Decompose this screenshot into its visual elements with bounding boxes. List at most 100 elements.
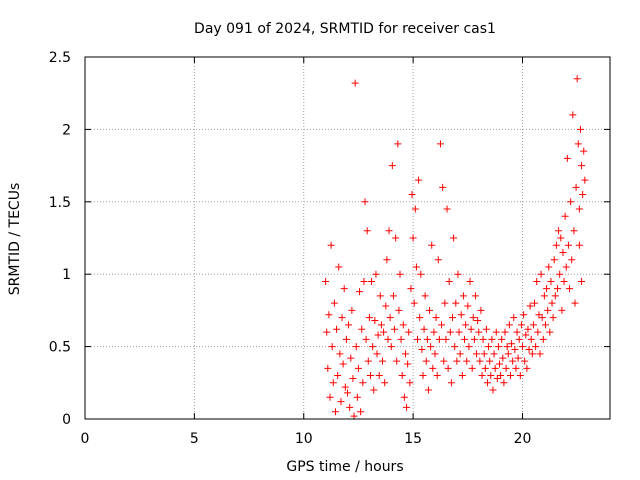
data-point — [408, 191, 416, 199]
data-point — [558, 306, 566, 314]
data-point — [477, 306, 485, 314]
data-point — [381, 379, 389, 387]
data-point — [574, 140, 582, 148]
data-point — [522, 331, 530, 339]
data-point — [323, 328, 331, 336]
data-point — [383, 256, 391, 264]
data-point — [557, 234, 565, 242]
data-point — [376, 292, 384, 300]
data-point — [494, 343, 502, 351]
data-point — [499, 354, 507, 362]
data-point — [405, 328, 413, 336]
data-point — [476, 357, 484, 365]
data-point — [417, 270, 425, 278]
x-tick-label: 15 — [404, 431, 422, 447]
data-point — [497, 372, 505, 380]
data-point — [479, 335, 487, 343]
data-point — [541, 321, 549, 329]
data-point — [578, 162, 586, 170]
data-point — [442, 335, 450, 343]
data-point — [520, 311, 528, 319]
data-point — [486, 357, 494, 365]
data-point — [426, 306, 434, 314]
data-point — [372, 270, 380, 278]
x-tick-label: 10 — [295, 431, 313, 447]
data-point — [556, 270, 564, 278]
data-point — [392, 234, 400, 242]
data-point — [523, 364, 531, 372]
data-point — [406, 379, 414, 387]
data-point — [416, 314, 424, 322]
data-point — [325, 311, 333, 319]
data-point — [513, 328, 521, 336]
data-point — [382, 302, 390, 310]
data-point — [436, 140, 444, 148]
data-point — [454, 270, 462, 278]
data-point — [397, 335, 405, 343]
data-point — [473, 350, 481, 358]
data-point — [368, 277, 376, 285]
data-point — [342, 335, 350, 343]
y-tick-label: 2 — [62, 122, 71, 138]
data-point — [561, 212, 569, 220]
data-point — [516, 372, 524, 380]
data-point — [446, 328, 454, 336]
data-point — [409, 234, 417, 242]
data-point — [410, 299, 418, 307]
data-point — [339, 360, 347, 368]
data-point — [536, 350, 544, 358]
data-point — [396, 270, 404, 278]
data-point — [548, 299, 556, 307]
data-point — [451, 343, 459, 351]
data-point — [569, 111, 577, 119]
data-point — [363, 227, 371, 235]
data-point — [380, 328, 388, 336]
data-point — [514, 354, 522, 362]
data-point — [498, 335, 506, 343]
data-point — [354, 364, 362, 372]
data-point — [439, 183, 447, 191]
data-point — [493, 374, 501, 382]
data-point — [559, 248, 567, 256]
data-point — [502, 364, 510, 372]
data-point — [471, 292, 479, 300]
data-points — [322, 75, 589, 420]
data-point — [534, 328, 542, 336]
axis-ticks: 0 5 10 15 20 0 0.5 1 1.5 2 2.5 — [49, 50, 610, 447]
data-point — [544, 306, 552, 314]
data-point — [550, 256, 558, 264]
data-point — [570, 227, 578, 235]
x-tick-label: 20 — [514, 431, 532, 447]
data-point — [511, 345, 519, 353]
data-point — [484, 379, 491, 387]
data-point — [533, 277, 541, 285]
data-point — [340, 285, 348, 293]
data-point — [510, 314, 518, 322]
data-point — [457, 311, 465, 319]
data-point — [547, 277, 555, 285]
data-point — [424, 386, 432, 394]
data-point — [539, 335, 547, 343]
data-point — [356, 288, 364, 296]
data-point — [341, 383, 349, 391]
data-point — [414, 335, 421, 343]
data-point — [395, 306, 403, 314]
chart-title: Day 091 of 2024, SRMTID for receiver cas… — [194, 21, 496, 37]
x-tick-label: 5 — [190, 431, 199, 447]
data-point — [391, 325, 399, 333]
data-point — [528, 350, 536, 358]
data-point — [419, 372, 427, 380]
data-point — [386, 314, 394, 322]
data-point — [375, 372, 383, 380]
data-point — [351, 79, 359, 87]
data-point — [373, 350, 381, 358]
data-point — [400, 393, 408, 401]
data-point — [489, 386, 497, 394]
data-point — [540, 292, 548, 300]
data-point — [524, 325, 532, 333]
data-point — [461, 335, 469, 343]
data-point — [366, 372, 374, 380]
data-point — [350, 412, 358, 420]
data-point — [464, 302, 472, 310]
data-point — [575, 241, 583, 249]
